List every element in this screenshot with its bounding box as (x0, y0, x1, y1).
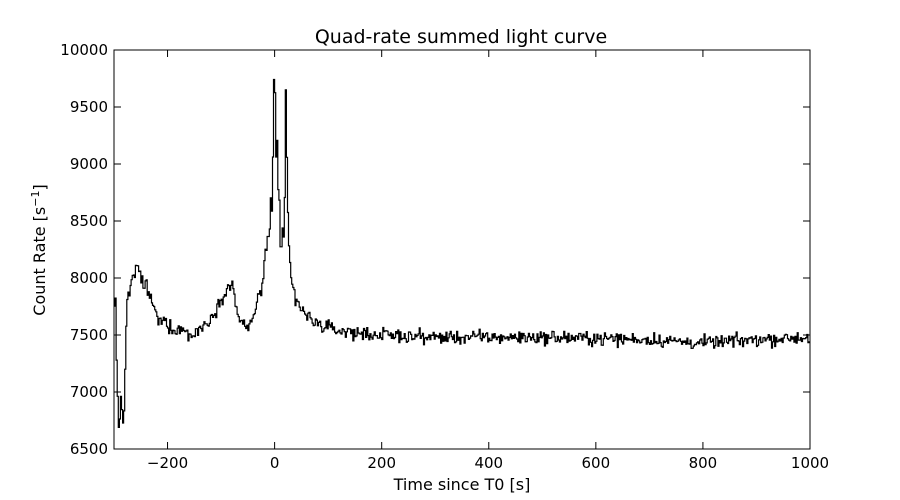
y-tick-label: 7500 (70, 326, 108, 344)
x-tick-label: 600 (582, 454, 611, 472)
x-tick-label: 0 (270, 454, 280, 472)
y-tick-label: 9000 (70, 155, 108, 173)
y-tick-label: 8500 (70, 212, 108, 230)
y-tick-label: 6500 (70, 440, 108, 458)
x-tick-label: −200 (147, 454, 188, 472)
x-axis-label: Time since T0 [s] (393, 475, 531, 494)
x-tick-label: 400 (474, 454, 503, 472)
x-tick-label: 200 (367, 454, 396, 472)
y-tick-label: 10000 (60, 41, 108, 59)
y-tick-label: 8000 (70, 269, 108, 287)
plot-frame (113, 49, 811, 450)
y-axis-label: Count Rate [s−1] (29, 184, 49, 315)
y-tick-label: 7000 (70, 383, 108, 401)
y-axis-label-end: ] (30, 184, 49, 190)
y-axis-label-main: Count Rate [s (30, 207, 49, 316)
y-axis-label-exponent: −1 (29, 191, 42, 207)
axis-ticks: −200 0 200 400 600 800 1000 6500 7000 7500 8000 850… (60, 41, 829, 472)
series-line (114, 78, 810, 428)
chart-title: Quad-rate summed light curve (315, 26, 607, 48)
plot-area (114, 78, 810, 428)
x-tick-label: 800 (689, 454, 718, 472)
x-tick-label: 1000 (791, 454, 829, 472)
y-tick-label: 9500 (70, 98, 108, 116)
